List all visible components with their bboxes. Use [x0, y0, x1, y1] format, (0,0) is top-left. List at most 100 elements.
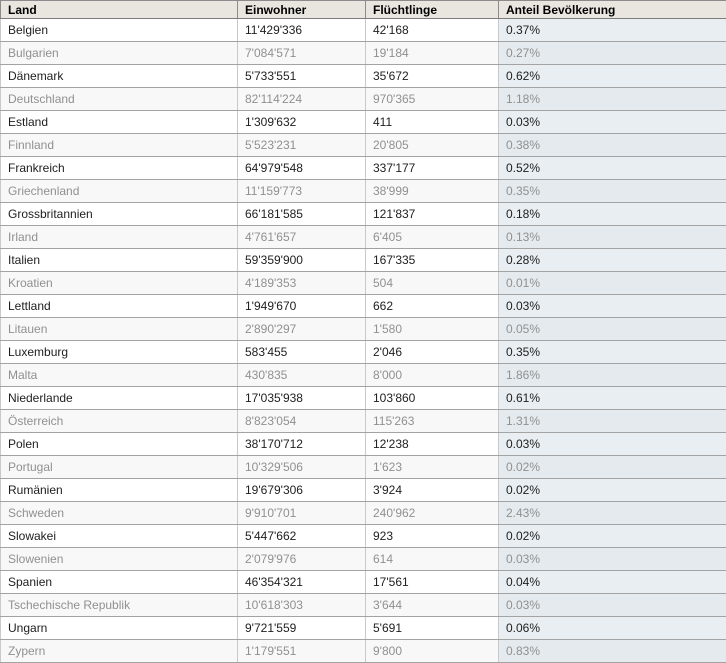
cell-einwohner: 1'309'632 — [238, 111, 366, 134]
cell-einwohner: 583'455 — [238, 341, 366, 364]
cell-anteil-bevoelkerung: 0.28% — [499, 249, 726, 272]
cell-anteil-bevoelkerung: 0.05% — [499, 318, 726, 341]
cell-einwohner: 4'189'353 — [238, 272, 366, 295]
cell-anteil-bevoelkerung: 0.38% — [499, 134, 726, 157]
cell-fluechtlinge: 12'238 — [366, 433, 499, 456]
cell-fluechtlinge: 19'184 — [366, 42, 499, 65]
column-header-anteil-bevoelkerung: Anteil Bevölkerung — [499, 1, 726, 19]
header-row: Land Einwohner Flüchtlinge Anteil Bevölk… — [1, 1, 726, 19]
cell-einwohner: 9'910'701 — [238, 502, 366, 525]
table-header: Land Einwohner Flüchtlinge Anteil Bevölk… — [1, 1, 726, 19]
cell-einwohner: 19'679'306 — [238, 479, 366, 502]
cell-fluechtlinge: 115'263 — [366, 410, 499, 433]
cell-anteil-bevoelkerung: 1.18% — [499, 88, 726, 111]
cell-land: Luxemburg — [1, 341, 238, 364]
cell-anteil-bevoelkerung: 0.35% — [499, 180, 726, 203]
column-header-einwohner: Einwohner — [238, 1, 366, 19]
cell-fluechtlinge: 8'000 — [366, 364, 499, 387]
cell-land: Zypern — [1, 640, 238, 663]
cell-fluechtlinge: 2'046 — [366, 341, 499, 364]
cell-einwohner: 10'618'303 — [238, 594, 366, 617]
cell-anteil-bevoelkerung: 0.35% — [499, 341, 726, 364]
cell-anteil-bevoelkerung: 0.02% — [499, 525, 726, 548]
cell-einwohner: 8'823'054 — [238, 410, 366, 433]
cell-einwohner: 38'170'712 — [238, 433, 366, 456]
cell-fluechtlinge: 17'561 — [366, 571, 499, 594]
cell-einwohner: 1'949'670 — [238, 295, 366, 318]
cell-land: Deutschland — [1, 88, 238, 111]
cell-fluechtlinge: 167'335 — [366, 249, 499, 272]
cell-anteil-bevoelkerung: 2.43% — [499, 502, 726, 525]
cell-fluechtlinge: 121'837 — [366, 203, 499, 226]
cell-land: Slowakei — [1, 525, 238, 548]
cell-anteil-bevoelkerung: 0.02% — [499, 456, 726, 479]
cell-land: Portugal — [1, 456, 238, 479]
cell-anteil-bevoelkerung: 0.06% — [499, 617, 726, 640]
cell-fluechtlinge: 38'999 — [366, 180, 499, 203]
cell-land: Österreich — [1, 410, 238, 433]
cell-fluechtlinge: 1'580 — [366, 318, 499, 341]
cell-land: Malta — [1, 364, 238, 387]
cell-anteil-bevoelkerung: 0.18% — [499, 203, 726, 226]
cell-einwohner: 9'721'559 — [238, 617, 366, 640]
cell-fluechtlinge: 240'962 — [366, 502, 499, 525]
cell-einwohner: 64'979'548 — [238, 157, 366, 180]
cell-einwohner: 2'890'297 — [238, 318, 366, 341]
cell-land: Schweden — [1, 502, 238, 525]
cell-fluechtlinge: 614 — [366, 548, 499, 571]
cell-einwohner: 5'733'551 — [238, 65, 366, 88]
cell-einwohner: 66'181'585 — [238, 203, 366, 226]
cell-einwohner: 11'429'336 — [238, 19, 366, 42]
cell-land: Lettland — [1, 295, 238, 318]
cell-fluechtlinge: 42'168 — [366, 19, 499, 42]
cell-anteil-bevoelkerung: 0.01% — [499, 272, 726, 295]
cell-land: Belgien — [1, 19, 238, 42]
cell-land: Litauen — [1, 318, 238, 341]
cell-einwohner: 5'447'662 — [238, 525, 366, 548]
cell-anteil-bevoelkerung: 1.86% — [499, 364, 726, 387]
cell-anteil-bevoelkerung: 0.03% — [499, 111, 726, 134]
cell-land: Italien — [1, 249, 238, 272]
cell-fluechtlinge: 504 — [366, 272, 499, 295]
cell-land: Frankreich — [1, 157, 238, 180]
cell-land: Dänemark — [1, 65, 238, 88]
cell-anteil-bevoelkerung: 0.37% — [499, 19, 726, 42]
cell-fluechtlinge: 103'860 — [366, 387, 499, 410]
cell-fluechtlinge: 3'924 — [366, 479, 499, 502]
cell-land: Tschechische Republik — [1, 594, 238, 617]
cell-land: Grossbritannien — [1, 203, 238, 226]
cell-anteil-bevoelkerung: 0.27% — [499, 42, 726, 65]
cell-fluechtlinge: 662 — [366, 295, 499, 318]
cell-land: Irland — [1, 226, 238, 249]
cell-einwohner: 11'159'773 — [238, 180, 366, 203]
column-header-land: Land — [1, 1, 238, 19]
cell-einwohner: 59'359'900 — [238, 249, 366, 272]
cell-land: Estland — [1, 111, 238, 134]
cell-land: Slowenien — [1, 548, 238, 571]
cell-anteil-bevoelkerung: 0.62% — [499, 65, 726, 88]
cell-einwohner: 10'329'506 — [238, 456, 366, 479]
